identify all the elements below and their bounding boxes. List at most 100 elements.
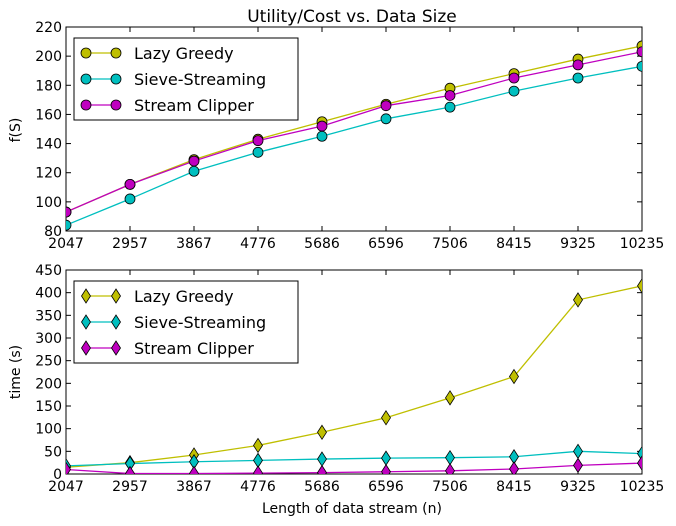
legend-marker bbox=[80, 47, 92, 59]
legend-entry: Sieve-Streaming bbox=[134, 70, 266, 89]
y-tick-label: 200 bbox=[35, 376, 62, 392]
x-tick-label: 8415 bbox=[496, 236, 532, 252]
data-point bbox=[572, 59, 584, 71]
data-point bbox=[445, 463, 455, 474]
top-chart-ylabel: f(S) bbox=[8, 118, 24, 143]
data-point bbox=[253, 452, 263, 469]
x-tick-label: 10235 bbox=[620, 236, 665, 252]
top-chart: Utility/Cost vs. Data Size f(S) 80 100 120… bbox=[8, 7, 664, 252]
data-point bbox=[316, 130, 328, 142]
x-tick-label: 3867 bbox=[176, 479, 212, 495]
x-tick-label: 5686 bbox=[304, 236, 340, 252]
data-point bbox=[253, 437, 263, 454]
data-point bbox=[508, 72, 520, 84]
data-point bbox=[573, 443, 583, 460]
data-point bbox=[508, 85, 520, 97]
data-point bbox=[637, 278, 642, 294]
data-point bbox=[188, 155, 200, 167]
x-tick-label: 7506 bbox=[432, 479, 468, 495]
y-tick-label: 160 bbox=[35, 107, 62, 123]
data-point bbox=[509, 461, 519, 474]
data-point bbox=[509, 368, 519, 385]
data-point bbox=[317, 451, 327, 467]
x-tick-label: 5686 bbox=[304, 479, 340, 495]
x-tick-label: 9325 bbox=[560, 236, 596, 252]
x-tick-label: 4776 bbox=[240, 236, 276, 252]
legend-marker bbox=[81, 340, 91, 356]
x-tick-label: 8415 bbox=[496, 479, 532, 495]
legend-marker bbox=[110, 99, 122, 111]
data-point bbox=[380, 113, 392, 125]
data-point bbox=[444, 90, 456, 101]
legend-marker bbox=[111, 314, 121, 330]
data-point bbox=[637, 445, 642, 462]
legend-marker bbox=[80, 99, 92, 111]
x-tick-label: 2957 bbox=[112, 236, 148, 252]
legend: Lazy Greedy Sieve-Streaming Stream Clipper bbox=[73, 280, 299, 364]
plot-frame bbox=[65, 269, 643, 475]
data-point bbox=[573, 457, 583, 474]
y-tick-label: 100 bbox=[35, 422, 62, 438]
x-tick-label: 2047 bbox=[48, 236, 84, 252]
data-point bbox=[188, 165, 200, 177]
plot-frame bbox=[65, 26, 643, 232]
data-point bbox=[66, 219, 72, 231]
series-stream-clipper bbox=[66, 455, 642, 474]
y-tick-label: 400 bbox=[35, 286, 62, 302]
series-line bbox=[66, 65, 642, 226]
y-tick-label: 80 bbox=[44, 224, 62, 240]
y-tick-label: 220 bbox=[35, 20, 62, 36]
data-point bbox=[125, 465, 135, 474]
y-tick-label: 120 bbox=[35, 166, 62, 182]
y-tick-label: 0 bbox=[53, 467, 62, 483]
data-point bbox=[124, 193, 136, 205]
bottom-chart: time (s) Length of data stream (n) 0 50 10… bbox=[8, 263, 664, 517]
top-chart-title: Utility/Cost vs. Data Size bbox=[247, 7, 457, 27]
y-tick-label: 50 bbox=[44, 444, 62, 460]
data-point bbox=[124, 178, 136, 190]
y-tick-label: 180 bbox=[35, 78, 62, 94]
data-point bbox=[381, 410, 391, 426]
data-point bbox=[380, 100, 392, 112]
data-point bbox=[445, 449, 455, 466]
data-point bbox=[444, 101, 456, 113]
data-point bbox=[189, 465, 199, 474]
data-point bbox=[66, 206, 72, 218]
legend-entry: Sieve-Streaming bbox=[134, 313, 266, 332]
x-tick-label: 4776 bbox=[240, 479, 276, 495]
series-sieve-streaming bbox=[66, 60, 642, 231]
legend-marker bbox=[81, 288, 91, 304]
x-tick-label: 10235 bbox=[620, 479, 665, 495]
y-tick-label: 150 bbox=[35, 399, 62, 415]
x-tick-label: 2047 bbox=[48, 479, 84, 495]
y-tick-label: 200 bbox=[35, 49, 62, 65]
data-point bbox=[252, 146, 264, 158]
data-point bbox=[253, 465, 263, 474]
x-tick-label: 2957 bbox=[112, 479, 148, 495]
legend-entry: Stream Clipper bbox=[134, 96, 254, 115]
series-line bbox=[66, 51, 642, 213]
data-point bbox=[572, 72, 584, 84]
data-point bbox=[252, 135, 264, 147]
legend-marker bbox=[110, 47, 122, 59]
y-tick-label: 300 bbox=[35, 331, 62, 347]
series-sieve-streaming bbox=[66, 443, 642, 474]
data-point bbox=[66, 461, 71, 474]
y-tick-label: 100 bbox=[35, 195, 62, 211]
y-tick-label: 450 bbox=[35, 263, 62, 279]
data-point bbox=[636, 60, 642, 72]
y-tick-label: 140 bbox=[35, 137, 62, 153]
data-point bbox=[317, 464, 327, 474]
y-tick-label: 350 bbox=[35, 308, 62, 324]
x-tick-label: 3867 bbox=[176, 236, 212, 252]
data-point bbox=[445, 390, 455, 406]
x-tick-label: 7506 bbox=[432, 236, 468, 252]
bottom-chart-xlabel: Length of data stream (n) bbox=[262, 501, 442, 517]
data-point bbox=[317, 424, 327, 441]
x-tick-label: 6596 bbox=[368, 236, 404, 252]
x-tick-label: 6596 bbox=[368, 479, 404, 495]
bottom-chart-ylabel: time (s) bbox=[8, 345, 24, 399]
data-point bbox=[636, 46, 642, 58]
data-point bbox=[573, 292, 583, 308]
